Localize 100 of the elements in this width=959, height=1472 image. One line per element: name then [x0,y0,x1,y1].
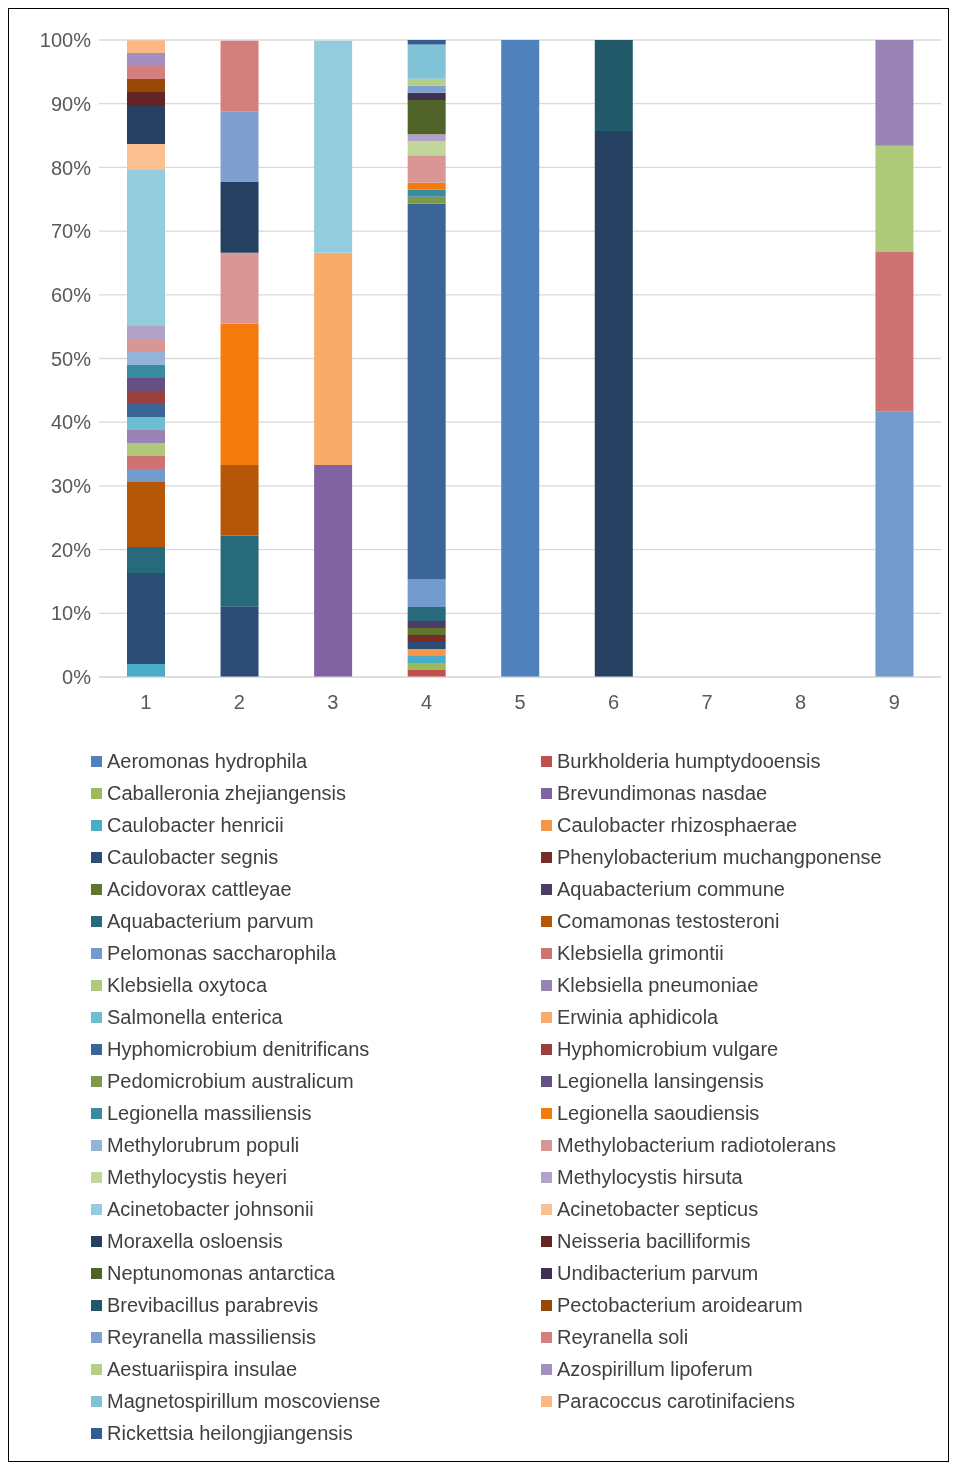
legend-label: Caulobacter rhizosphaerae [557,814,798,837]
bar [127,443,165,457]
legend-label: Pelomonas saccharophila [107,942,337,965]
legend-label: Acinetobacter johnsonii [107,1198,314,1221]
bar [220,464,259,536]
bar [407,155,446,183]
legend-label: Azospirillum lipoferum [557,1358,753,1381]
legend-label: Legionella saoudiensis [557,1102,760,1125]
bar [407,648,446,656]
x-tick-label: 4 [420,691,433,714]
x-tick-label: 3 [327,691,339,714]
legend-label: Magnetospirillum moscoviense [107,1390,381,1413]
bar [127,92,165,106]
bar [407,189,446,197]
bar [407,92,446,100]
legend-label: Pedomicrobium australicum [107,1070,354,1093]
legend-label: Pectobacterium aroidearum [557,1294,803,1317]
legend-label: Methylocystis heyeri [107,1166,288,1189]
bar [127,352,165,366]
legend-label: Erwinia aphidicola [557,1006,719,1029]
bar [407,606,446,621]
legend-label: Moraxella osloensis [107,1230,283,1253]
bar [220,182,259,253]
legend-label: Acinetobacter septicus [557,1198,759,1221]
y-tick-label: 20% [50,538,92,561]
bar [407,620,446,628]
x-tick-label: 8 [795,691,807,714]
legend-label: Legionella lansingensis [557,1070,764,1093]
y-tick-label: 10% [50,602,92,625]
legend-label: Undibacterium parvum [557,1262,759,1285]
bar [127,404,165,418]
bar [127,40,165,54]
bar [127,105,165,145]
legend-label: Brevibacillus parabrevis [107,1294,319,1317]
bar [127,572,165,665]
bar [220,606,259,677]
legend-label: Burkholderia humptydooensis [557,750,821,773]
bar [407,662,446,670]
legend-label: Methylocystis hirsuta [557,1166,743,1189]
bar [407,655,446,663]
x-tick-label: 9 [888,691,900,714]
bar [127,378,165,392]
bar [314,40,353,253]
bar [407,627,446,635]
bar [594,131,633,677]
legend-label: Aquabacterium parvum [107,910,314,933]
bar [407,134,446,142]
legend-label: Neptunomonas antarctica [107,1262,335,1285]
bar [127,170,165,327]
bar [127,66,165,80]
y-tick-label: 60% [50,283,92,306]
bar [407,634,446,642]
y-tick-label: 70% [50,220,92,243]
legend-label: Comamonas testosteroni [557,910,780,933]
bar [407,99,446,135]
y-tick-label: 30% [50,475,92,497]
bar [127,391,165,405]
y-tick-label: 80% [50,156,92,179]
y-tick-label: 40% [50,411,92,434]
bar [407,641,446,649]
x-tick-label: 2 [233,691,245,714]
legend-label: Neisseria bacilliformis [557,1230,751,1253]
legend-label: Paracoccus carotinifaciens [557,1390,795,1413]
bar [875,252,914,412]
bar [594,40,633,132]
y-tick-label: 90% [50,92,92,115]
legend-label: Phenylobacterium muchangponense [557,846,882,869]
bar [407,182,446,190]
bar [220,323,259,465]
legend-label: Reyranella massiliensis [107,1326,316,1349]
legend-label: Brevundimonas nasdae [557,782,768,805]
bar [875,40,914,146]
bar [127,546,165,573]
bar [875,145,914,253]
legend-label: Klebsiella pneumoniae [557,974,759,997]
legend-label: Acidovorax cattleyae [107,878,292,901]
legend-label: Reyranella soli [557,1326,689,1349]
bar [127,144,165,171]
bar [314,252,353,465]
bar [127,339,165,353]
legend-label: Methylobacterium radiotolerans [557,1134,837,1157]
legend-label: Klebsiella grimontii [557,942,724,965]
bar [127,53,165,67]
bar [220,111,259,183]
legend-label: Klebsiella oxytoca [107,974,268,997]
bar [501,40,540,677]
bar [127,326,165,340]
legend-label: Aeromonas hydrophila [107,750,308,773]
legend-label: Legionella massiliensis [107,1102,312,1125]
bar [127,365,165,379]
x-tick-label: 1 [140,691,152,714]
bar [407,44,446,79]
legend-label: Rickettsia heilongjiangensis [107,1422,353,1445]
bar [314,464,353,677]
legend-label: Hyphomicrobium denitrificans [107,1038,370,1061]
bar [407,78,446,86]
bar [127,417,165,431]
legend-label: Methylorubrum populi [107,1134,300,1157]
legend-label: Caulobacter segnis [107,846,279,869]
legend-label: Aquabacterium commune [557,878,785,901]
